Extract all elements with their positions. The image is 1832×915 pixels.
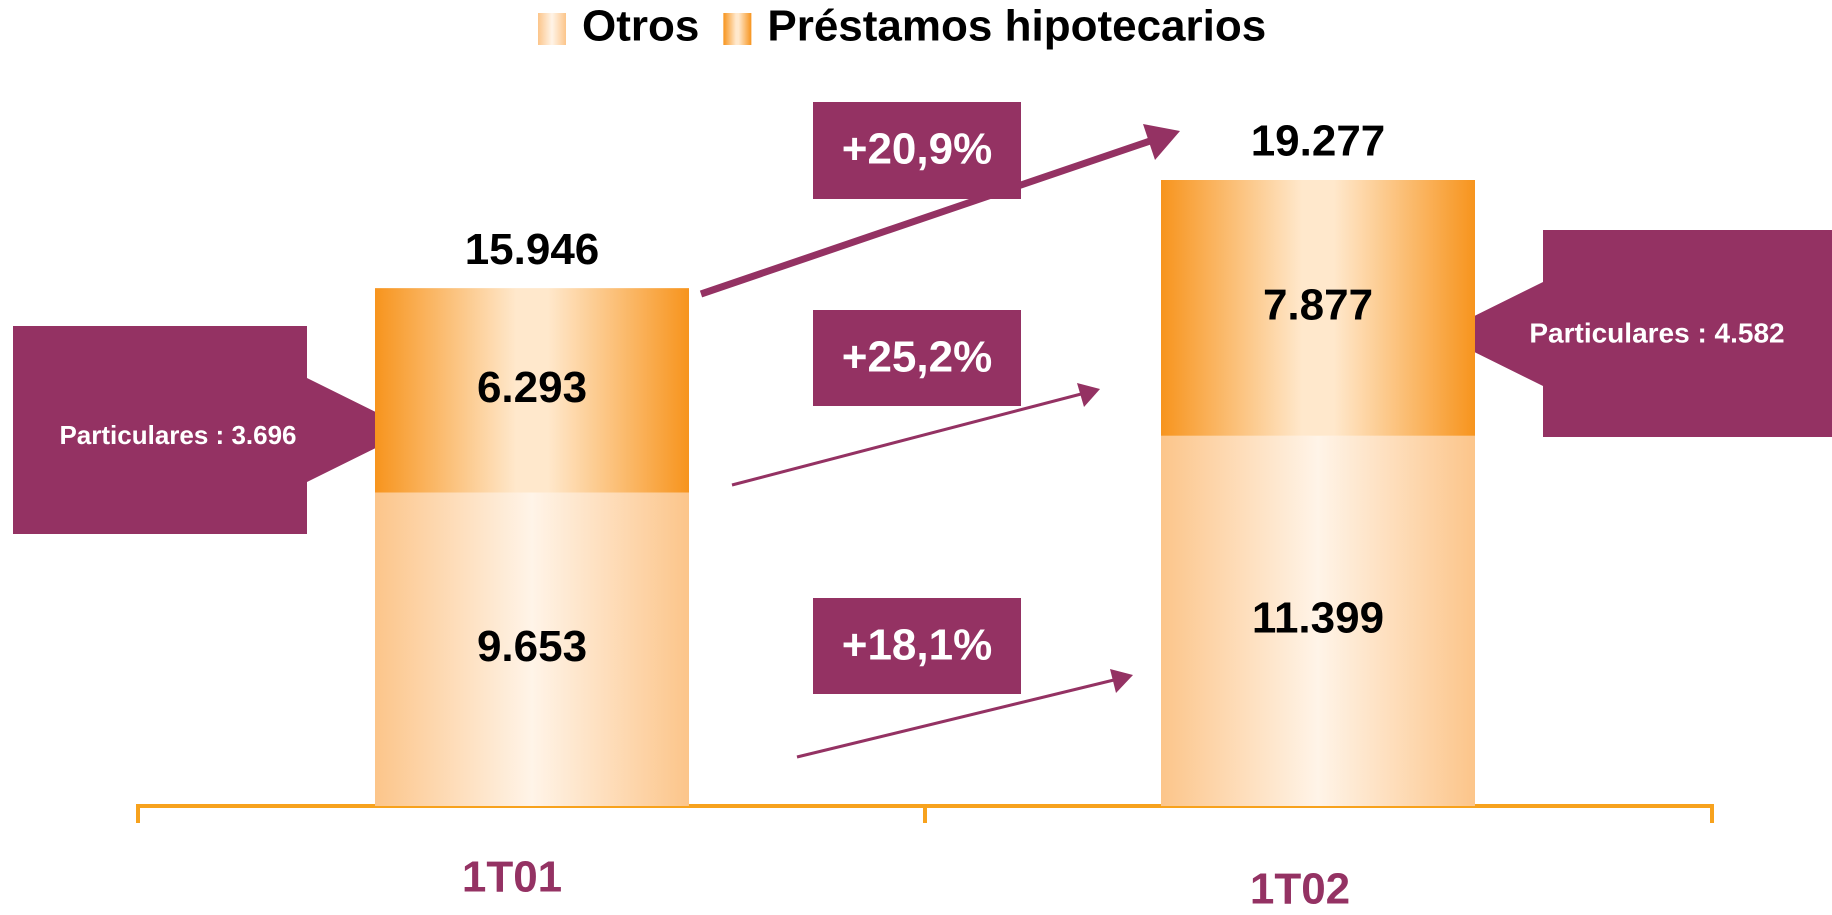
x-axis [136, 804, 1714, 823]
growth-label: +25,2% [842, 333, 992, 382]
value-label: 7.877 [1263, 281, 1373, 330]
growth-box [813, 102, 1021, 199]
bar-segment [1161, 180, 1475, 436]
legend-swatch [538, 13, 566, 45]
callout-shape [1438, 230, 1832, 437]
growth-arrows: +20,9% +25,2% +18,1% [699, 102, 1180, 759]
total-label: 15.946 [465, 225, 600, 274]
callout-shape [13, 326, 412, 534]
total-label: 19.277 [1251, 117, 1386, 166]
legend: Otros Préstamos hipotecarios [538, 2, 1266, 51]
value-label: 6.293 [477, 363, 587, 412]
arrow-head [1077, 383, 1100, 407]
legend-label: Otros [582, 2, 699, 51]
callout-text: Particulares : 4.582 [1529, 317, 1784, 348]
legend-label: Préstamos hipotecarios [767, 2, 1266, 51]
arrow [699, 137, 1152, 298]
arrow [731, 391, 1086, 487]
callout-text: Particulares : 3.696 [59, 420, 296, 450]
value-label: 9.653 [477, 622, 587, 671]
growth-label: +20,9% [842, 125, 992, 174]
growth-label: +18,1% [842, 621, 992, 670]
value-label: 11.399 [1252, 594, 1384, 643]
growth-box [813, 598, 1021, 694]
bar-segment [375, 288, 689, 493]
callouts: Particulares : 3.696 Particulares : 4.58… [13, 230, 1832, 534]
arrow [796, 677, 1119, 759]
bar-segment [1161, 435, 1475, 806]
arrow-head [1110, 669, 1133, 693]
axis [136, 804, 1714, 823]
legend-swatch [723, 13, 752, 45]
x-tick-label: 1T01 [462, 853, 562, 902]
arrow-head [1143, 124, 1180, 160]
bar-segment [375, 492, 689, 806]
growth-box [813, 310, 1021, 406]
x-tick-label: 1T02 [1250, 865, 1350, 914]
